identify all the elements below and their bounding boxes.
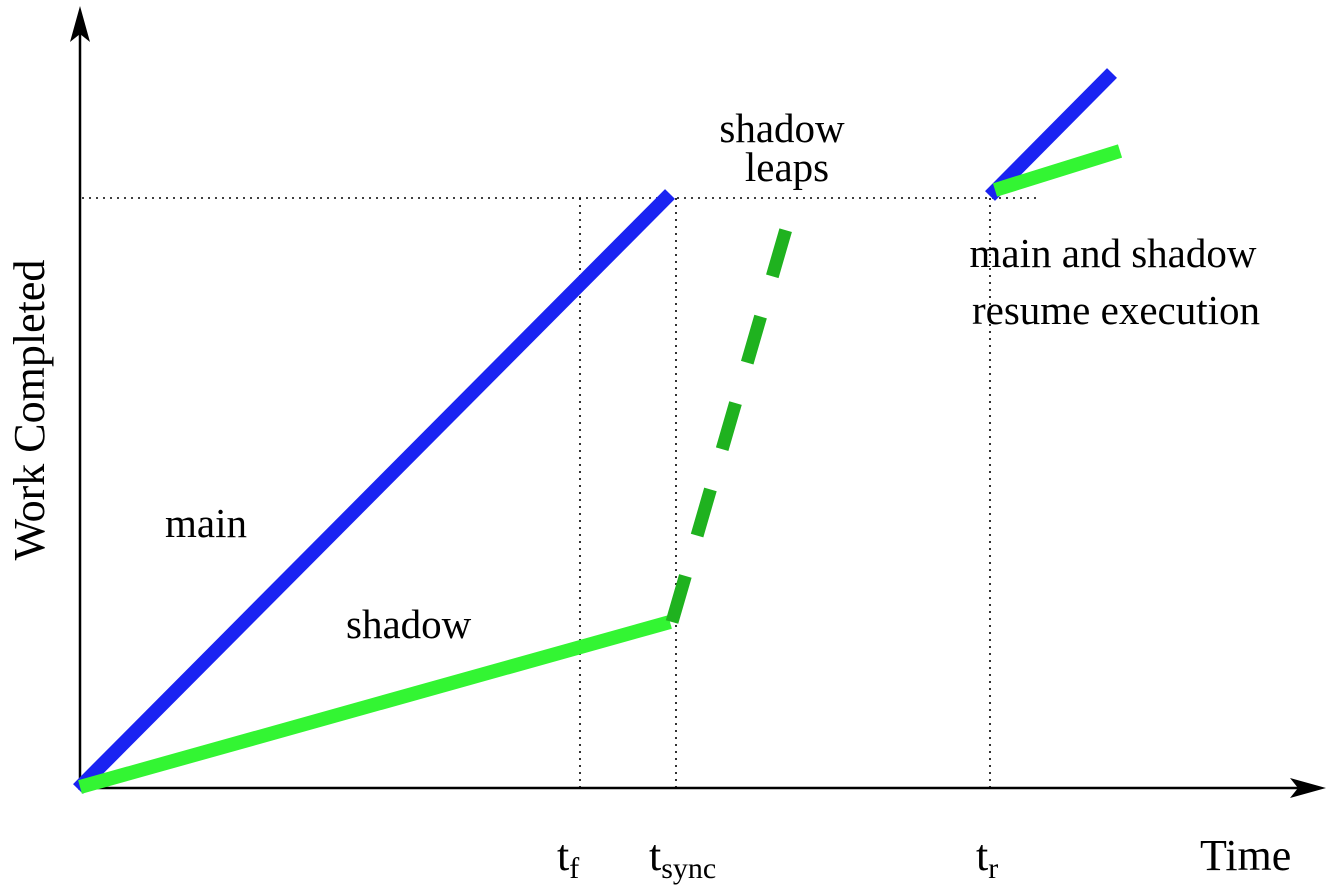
resume-label-line2: resume execution — [972, 287, 1260, 333]
shadow-leaps-label-line1: shadow — [719, 105, 845, 151]
guide-lines — [82, 197, 1040, 788]
tick-t-f: tf — [557, 831, 579, 885]
main-label: main — [165, 500, 247, 546]
axes — [70, 6, 1326, 798]
resume-label-line1: main and shadow — [970, 230, 1257, 276]
main-line — [73, 189, 675, 794]
shadow-leap-dashed-line — [665, 196, 802, 624]
series-lines — [73, 68, 1123, 794]
x-axis-title: Time — [1200, 831, 1291, 880]
y-axis-arrowhead — [70, 6, 90, 42]
x-axis-arrowhead — [1290, 778, 1326, 798]
shadow-leaps-label-line2: leaps — [745, 144, 829, 190]
y-axis-title: Work Completed — [5, 260, 54, 561]
shadow-label: shadow — [346, 601, 472, 647]
tick-t-f-base: t — [557, 831, 569, 880]
tick-t-f-sub: f — [569, 852, 579, 885]
tick-t-sync: tsync — [649, 831, 716, 885]
main-resume-line — [985, 68, 1117, 201]
tick-t-r-base: t — [976, 831, 988, 880]
tick-t-sync-base: t — [649, 831, 661, 880]
shadow-resume-line — [992, 144, 1123, 197]
tick-t-r-sub: r — [988, 852, 998, 885]
tick-t-sync-sub: sync — [661, 852, 716, 885]
tick-t-r: tr — [976, 831, 998, 885]
shadow-line — [78, 615, 672, 794]
